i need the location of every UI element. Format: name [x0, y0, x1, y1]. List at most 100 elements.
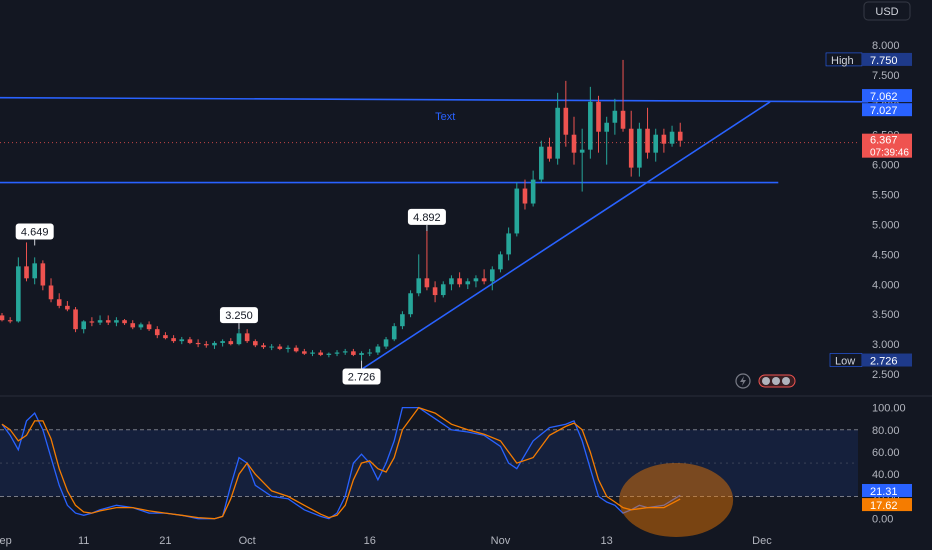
- candle-body[interactable]: [187, 339, 193, 343]
- candle-body[interactable]: [432, 287, 438, 296]
- candle-body[interactable]: [506, 233, 511, 255]
- candle-body[interactable]: [555, 107, 560, 159]
- candle-body[interactable]: [440, 284, 446, 296]
- annotation-text[interactable]: Text: [435, 111, 455, 123]
- stoch-d-line[interactable]: [1, 406, 681, 520]
- candle-body[interactable]: [547, 146, 552, 159]
- candle-body[interactable]: [228, 341, 234, 345]
- candle-body[interactable]: [588, 101, 593, 150]
- candle-body[interactable]: [16, 266, 21, 322]
- candle-body[interactable]: [65, 305, 70, 310]
- candle-body[interactable]: [637, 128, 642, 168]
- candle-body[interactable]: [89, 321, 95, 323]
- candle-body[interactable]: [32, 263, 37, 279]
- candle-body[interactable]: [195, 342, 201, 345]
- candle-body[interactable]: [498, 254, 503, 270]
- candle-body[interactable]: [236, 333, 242, 345]
- candle-body[interactable]: [612, 110, 618, 123]
- currency-button-frame[interactable]: [863, 1, 911, 21]
- candle-body[interactable]: [596, 101, 601, 132]
- candle-body[interactable]: [400, 314, 405, 327]
- candle-body[interactable]: [653, 134, 659, 153]
- candle-body[interactable]: [351, 351, 356, 355]
- candle-body[interactable]: [253, 341, 258, 346]
- candle-body[interactable]: [579, 149, 585, 153]
- candle-body[interactable]: [424, 278, 430, 288]
- candle-body[interactable]: [563, 107, 569, 135]
- price-callout-box[interactable]: [407, 208, 446, 225]
- candle-body[interactable]: [628, 128, 634, 168]
- candle-body[interactable]: [179, 339, 185, 342]
- candle-body[interactable]: [514, 188, 520, 234]
- candle-body[interactable]: [7, 320, 13, 322]
- candle-body[interactable]: [522, 188, 528, 204]
- candle-body[interactable]: [302, 351, 307, 354]
- highlight-ellipse[interactable]: [619, 463, 734, 537]
- candle-body[interactable]: [375, 346, 381, 353]
- price-callout-box[interactable]: [219, 307, 258, 324]
- candle-body[interactable]: [669, 131, 675, 144]
- candle-body[interactable]: [334, 352, 340, 354]
- candle-body[interactable]: [383, 339, 389, 347]
- candle-body[interactable]: [661, 134, 667, 144]
- oscillator-pane[interactable]: [0, 406, 858, 537]
- candle-body[interactable]: [416, 278, 422, 294]
- candle-body[interactable]: [326, 353, 332, 355]
- candle-body[interactable]: [571, 134, 577, 153]
- candle-body[interactable]: [473, 278, 479, 282]
- candle-body[interactable]: [261, 345, 266, 348]
- candle-body[interactable]: [489, 269, 495, 282]
- candle-body[interactable]: [171, 338, 176, 342]
- candle-body[interactable]: [530, 179, 536, 204]
- candle-body[interactable]: [310, 352, 315, 354]
- candle-body[interactable]: [367, 352, 373, 354]
- candle-body[interactable]: [408, 293, 413, 315]
- currency-button[interactable]: USD: [863, 1, 911, 21]
- currency-label[interactable]: USD: [875, 6, 898, 18]
- candle-body[interactable]: [457, 278, 462, 285]
- candle-body[interactable]: [40, 263, 46, 286]
- candle-body[interactable]: [154, 329, 160, 336]
- candle-body[interactable]: [645, 128, 650, 153]
- candle-body[interactable]: [114, 320, 119, 323]
- candle-body[interactable]: [105, 320, 111, 323]
- candle-body[interactable]: [56, 299, 62, 306]
- candle-body[interactable]: [244, 333, 250, 342]
- candle-body[interactable]: [277, 346, 283, 349]
- time-axis[interactable]: Sep 11 21 Oct 16 Nov 13 Dec: [0, 535, 772, 547]
- candle-body[interactable]: [285, 347, 291, 349]
- candle-body[interactable]: [48, 285, 54, 300]
- candle-body[interactable]: [604, 122, 609, 132]
- candle-body[interactable]: [73, 309, 78, 330]
- candle-body[interactable]: [212, 342, 217, 346]
- candle-body[interactable]: [677, 131, 683, 141]
- candle-body[interactable]: [359, 353, 364, 355]
- trend-line[interactable]: [344, 101, 771, 381]
- candle-body[interactable]: [163, 335, 168, 339]
- candle-body[interactable]: [539, 146, 544, 180]
- price-callout-box[interactable]: [342, 368, 381, 385]
- candle-body[interactable]: [481, 278, 487, 282]
- candle-body[interactable]: [620, 110, 626, 129]
- candle-body[interactable]: [318, 352, 323, 355]
- candle-body[interactable]: [146, 324, 152, 330]
- candle-body[interactable]: [81, 321, 87, 330]
- candle-body[interactable]: [122, 320, 127, 324]
- price-callout-box[interactable]: [15, 223, 54, 240]
- candle-body[interactable]: [342, 351, 348, 353]
- candle-body[interactable]: [138, 324, 144, 328]
- candle-body[interactable]: [293, 347, 299, 352]
- candle-body[interactable]: [391, 326, 397, 340]
- candle-body[interactable]: [97, 320, 103, 323]
- price-axis[interactable]: 8.0007.5007.0006.5006.0005.5005.0004.500…: [825, 40, 912, 526]
- price-pane[interactable]: Text 4.649 3.250 4.892 2.726: [0, 59, 869, 385]
- trend-line[interactable]: [0, 96, 869, 103]
- candle-body[interactable]: [0, 315, 5, 321]
- candle-body[interactable]: [449, 278, 454, 285]
- candle-body[interactable]: [220, 341, 225, 343]
- candle-body[interactable]: [24, 266, 29, 279]
- candle-body[interactable]: [269, 346, 274, 348]
- candle-body[interactable]: [130, 323, 136, 328]
- candle-body[interactable]: [465, 281, 471, 285]
